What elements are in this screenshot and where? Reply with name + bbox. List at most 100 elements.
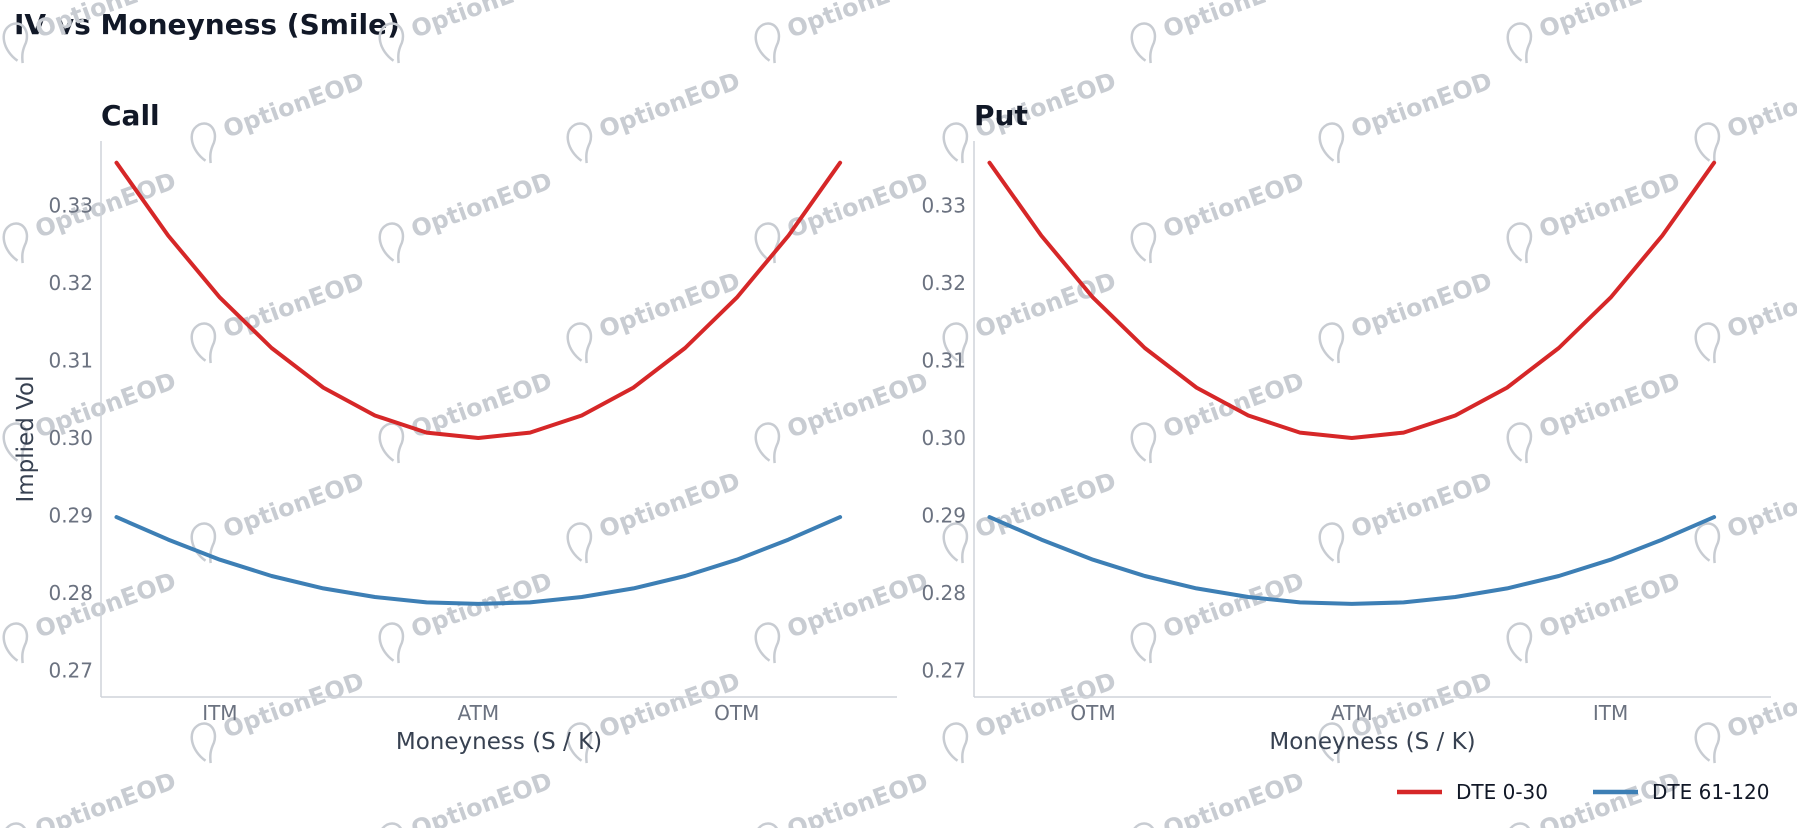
watermark-logo-icon: [566, 522, 593, 564]
watermark-logo-icon: [190, 722, 217, 764]
watermark-logo-icon: [378, 422, 405, 464]
series-line: [987, 515, 1717, 606]
watermark-text: OptionEOD: [1536, 167, 1684, 244]
watermark-logo-icon: [1694, 122, 1721, 164]
watermark: OptionEOD: [942, 267, 1120, 364]
watermark-text: OptionEOD: [1536, 0, 1684, 44]
watermark-text: OptionEOD: [784, 567, 932, 644]
watermark: OptionEOD: [566, 67, 744, 164]
watermark: OptionEOD: [1318, 267, 1496, 364]
watermark-logo-icon: [190, 522, 217, 564]
x-tick-label: ITM: [1593, 701, 1628, 725]
call-panel: Call 0.27 0.28 0.29 0.30 0.31 0.32 0.33 ITM ATM OT…: [13, 99, 897, 755]
watermark-text: OptionEOD: [408, 167, 556, 244]
legend: DTE 0-30 DTE 61-120: [1397, 780, 1769, 804]
y-tick-label: 0.29: [921, 504, 966, 528]
watermark-text: OptionEOD: [1348, 467, 1496, 544]
watermark: OptionEOD: [1694, 667, 1797, 764]
watermark-text: OptionEOD: [1724, 667, 1797, 744]
watermark-logo-icon: [378, 822, 405, 828]
watermark-logo-icon: [2, 222, 29, 264]
watermark-text: OptionEOD: [1724, 267, 1797, 344]
series-line: [114, 515, 843, 606]
y-tick-label: 0.32: [48, 271, 93, 295]
watermark-logo-icon: [566, 122, 593, 164]
x-axis-label: Moneyness (S / K): [396, 729, 602, 755]
watermark-logo-icon: [378, 222, 405, 264]
watermark-logo-icon: [754, 822, 781, 828]
watermark: OptionEOD: [1130, 567, 1308, 664]
watermark-logo-icon: [1318, 722, 1345, 764]
watermark-text: OptionEOD: [1724, 67, 1797, 144]
watermark-logo-icon: [1506, 22, 1533, 64]
x-tick-label: OTM: [1070, 701, 1115, 725]
watermark-text: OptionEOD: [784, 767, 932, 828]
watermark-text: OptionEOD: [32, 0, 180, 44]
x-tick-label: ATM: [1331, 701, 1373, 725]
watermark: OptionEOD: [754, 167, 932, 264]
watermark: OptionEOD: [942, 467, 1120, 564]
watermark-text: OptionEOD: [220, 467, 368, 544]
watermark-logo-icon: [1130, 622, 1157, 664]
y-tick-label: 0.29: [48, 504, 93, 528]
series-line: [987, 160, 1717, 440]
watermark: OptionEOD: [2, 0, 180, 64]
watermark: OptionEOD: [1130, 0, 1308, 64]
watermark: OptionEOD: [1130, 167, 1308, 264]
watermark: OptionEOD: [190, 67, 368, 164]
watermark-logo-icon: [754, 622, 781, 664]
watermark: OptionEOD: [1130, 367, 1308, 464]
watermark-logo-icon: [378, 622, 405, 664]
watermark-logo-icon: [1506, 222, 1533, 264]
watermark-text: OptionEOD: [1348, 67, 1496, 144]
watermark-logo-icon: [2, 22, 29, 64]
panel-title: Call: [101, 99, 160, 132]
watermark-logo-icon: [1130, 222, 1157, 264]
watermark: OptionEOD: [378, 767, 556, 828]
y-tick-label: 0.30: [48, 426, 93, 450]
watermark-logo-icon: [1130, 422, 1157, 464]
y-tick-label: 0.30: [921, 426, 966, 450]
watermark-text: OptionEOD: [1348, 267, 1496, 344]
legend-label: DTE 61-120: [1652, 780, 1769, 804]
watermark-logo-icon: [1318, 322, 1345, 364]
chart-title: IV vs Moneyness (Smile): [14, 8, 400, 41]
y-tick-label: 0.27: [48, 659, 93, 683]
watermark-logo-icon: [2, 622, 29, 664]
watermark-text: OptionEOD: [220, 667, 368, 744]
watermark-logo-icon: [2, 822, 29, 828]
watermark-logo-icon: [566, 322, 593, 364]
watermark-text: OptionEOD: [408, 767, 556, 828]
watermark-logo-icon: [2, 422, 29, 464]
watermark: OptionEOD: [1694, 267, 1797, 364]
watermark: OptionEOD: [1506, 167, 1684, 264]
put-panel: Put 0.27 0.28 0.29 0.30 0.31 0.32 0.33 OTM ATM ITM…: [921, 99, 1771, 755]
watermark-logo-icon: [1130, 822, 1157, 828]
watermark-text: OptionEOD: [784, 367, 932, 444]
watermark: OptionEOD: [2, 767, 180, 828]
watermark: OptionEOD: [754, 0, 932, 64]
watermark-logo-icon: [1318, 122, 1345, 164]
watermark-text: OptionEOD: [972, 467, 1120, 544]
watermark: OptionEOD: [1506, 0, 1684, 64]
watermark-logo-icon: [1694, 522, 1721, 564]
watermark-logo-icon: [942, 322, 969, 364]
watermark: OptionEOD: [1694, 67, 1797, 164]
watermark-logo-icon: [1506, 622, 1533, 664]
watermark: OptionEOD: [566, 467, 744, 564]
watermark-text: OptionEOD: [596, 467, 744, 544]
watermark-logo-icon: [754, 22, 781, 64]
watermark-logo-icon: [1506, 822, 1533, 828]
x-tick-label: OTM: [714, 701, 759, 725]
y-tick-label: 0.28: [48, 581, 93, 605]
watermark-logo-icon: [942, 522, 969, 564]
legend-label: DTE 0-30: [1456, 780, 1548, 804]
watermark-text: OptionEOD: [596, 67, 744, 144]
watermark-text: OptionEOD: [1536, 567, 1684, 644]
watermark-logo-icon: [942, 722, 969, 764]
watermark: OptionEOD: [566, 267, 744, 364]
watermark: OptionEOD: [1318, 467, 1496, 564]
watermark: OptionEOD: [378, 0, 556, 64]
